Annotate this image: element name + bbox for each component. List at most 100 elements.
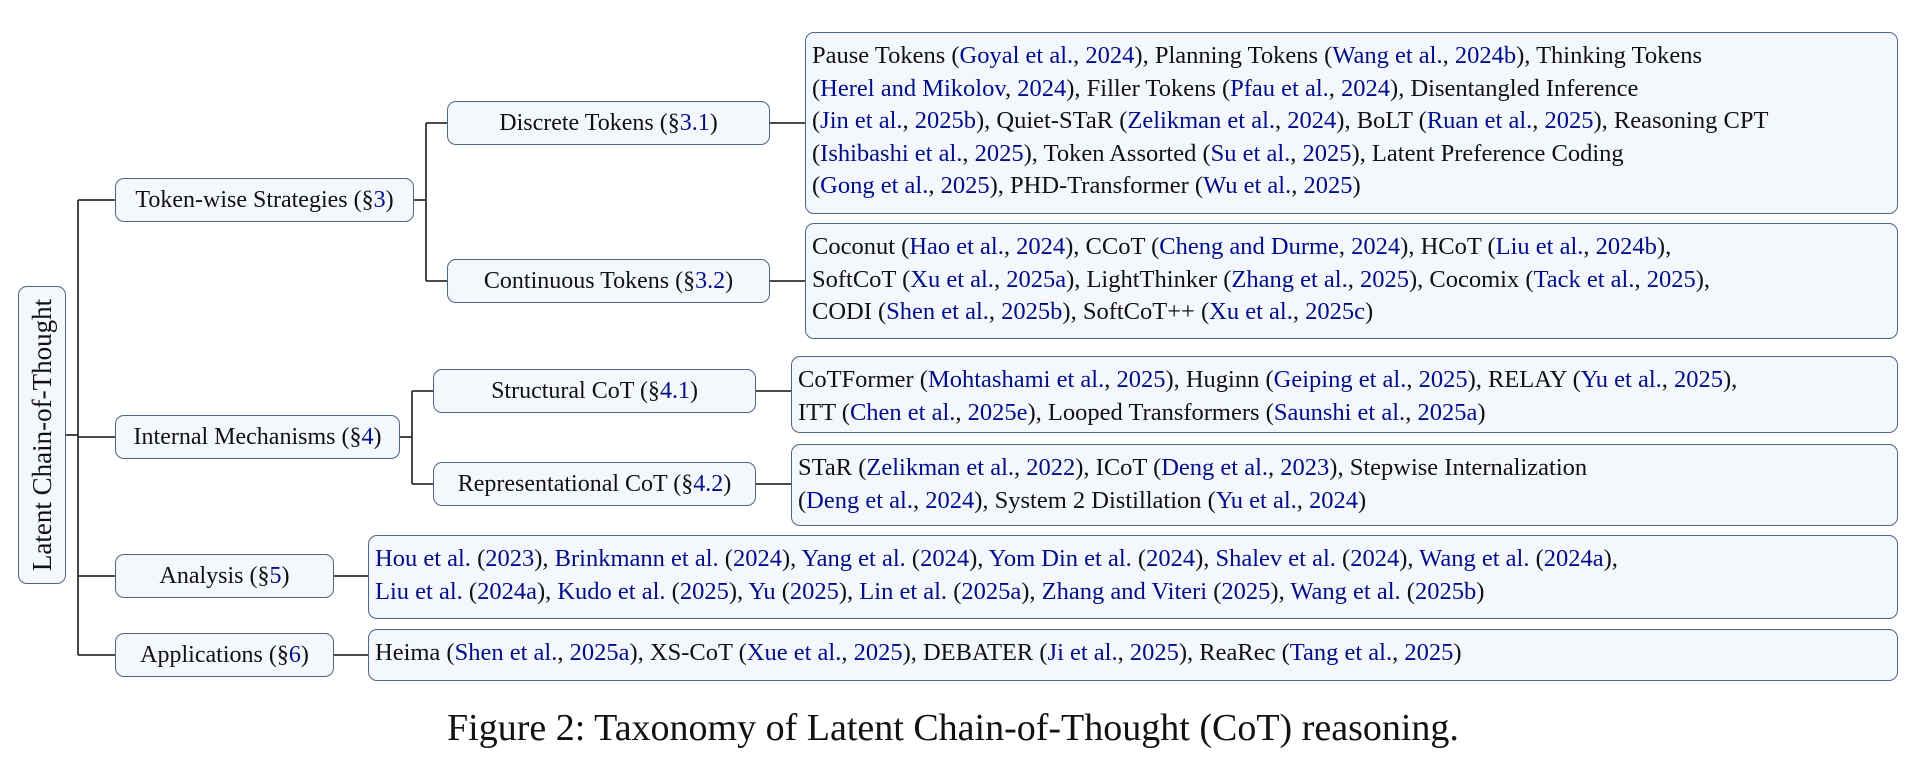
citation-link[interactable]: 2025	[1404, 639, 1454, 666]
citation-link[interactable]: Jin et al.	[820, 107, 903, 135]
citation-link[interactable]: Shen et al.	[886, 298, 989, 326]
citation-link[interactable]: 2025b	[1001, 298, 1063, 326]
citation-link[interactable]: Lin et al.	[859, 577, 948, 605]
citation-link[interactable]: 2023	[485, 545, 535, 572]
leaf-text: (	[905, 545, 921, 572]
citation-link[interactable]: Shen et al.	[454, 639, 558, 666]
citation-link[interactable]: Wang et al.	[1419, 545, 1530, 572]
citation-link[interactable]: 2025	[789, 577, 839, 605]
citation-link[interactable]: Gong et al.	[820, 172, 929, 200]
citation-link[interactable]: Deng et al.	[806, 486, 913, 514]
citation-link[interactable]: 2025	[853, 639, 903, 666]
leaf-text: ,	[1275, 107, 1288, 135]
citation-link[interactable]: 2025	[1359, 265, 1409, 293]
citation-link[interactable]: 2024	[1017, 74, 1067, 102]
citation-link[interactable]: 2022	[1026, 454, 1076, 481]
leaf-text: ), XS-CoT (	[629, 639, 747, 666]
citation-link[interactable]: 2024a	[477, 577, 537, 605]
citation-link[interactable]: Tack et al.	[1533, 265, 1635, 293]
citation-link[interactable]: 2025	[1302, 139, 1352, 167]
citation-link[interactable]: Geiping et al.	[1273, 366, 1407, 393]
citation-link[interactable]: 2025	[1303, 172, 1353, 200]
citation-link[interactable]: 2024b	[1595, 233, 1657, 260]
citation-link[interactable]: 2024	[1085, 42, 1135, 69]
citation-link[interactable]: Wang et al.	[1290, 577, 1401, 605]
citation-link[interactable]: 2024	[732, 545, 782, 572]
citation-link[interactable]: 2025	[679, 577, 729, 605]
citation-link[interactable]: Saunshi et al.	[1273, 398, 1406, 426]
citation-link[interactable]: Tang et al.	[1289, 639, 1393, 666]
citation-link[interactable]: Goyal et al.	[959, 42, 1074, 69]
citation-link[interactable]: 2024	[1351, 233, 1401, 260]
citation-link[interactable]: Ruan et al.	[1426, 107, 1533, 135]
citation-link[interactable]: Herel and Mikolov	[820, 74, 1006, 102]
leaf-text: ),	[1723, 366, 1738, 393]
citation-link[interactable]: 2024	[925, 486, 975, 514]
citation-link[interactable]: 2025	[1674, 366, 1723, 393]
citation-link[interactable]: 2025	[940, 172, 990, 200]
leaf-discrete-tokens: Pause Tokens (Goyal et al., 2024), Plann…	[805, 32, 1898, 214]
citation-link[interactable]: 2025c	[1305, 298, 1365, 326]
citation-link[interactable]: 2025a	[1417, 398, 1478, 426]
citation-link[interactable]: Xu et al.	[910, 265, 994, 293]
citation-link[interactable]: 2024	[1146, 545, 1196, 572]
citation-link[interactable]: 2025b	[1414, 577, 1477, 605]
citation-link[interactable]: Chen et al.	[849, 398, 956, 426]
citation-link[interactable]: Liu et al.	[1495, 233, 1584, 260]
citation-link[interactable]: Yu	[748, 577, 776, 605]
citation-link[interactable]: Yang et al.	[801, 545, 906, 572]
leaf-text: (	[1335, 545, 1351, 572]
citation-link[interactable]: 2023	[1280, 454, 1330, 481]
citation-link[interactable]: 2025e	[967, 398, 1028, 426]
citation-link[interactable]: 2024b	[1454, 42, 1517, 69]
citation-link[interactable]: Ji et al.	[1047, 639, 1118, 666]
citation-link[interactable]: Kudo et al.	[557, 577, 666, 605]
citation-link[interactable]: 2025	[1646, 265, 1696, 293]
citation-link[interactable]: 2024	[1350, 545, 1400, 572]
leaf-text: ),	[1195, 545, 1216, 572]
citation-link[interactable]: 2024	[1287, 107, 1337, 135]
citation-link[interactable]: Hao et al.	[909, 233, 1004, 260]
citation-link[interactable]: Deng et al.	[1161, 454, 1269, 481]
citation-link[interactable]: Xue et al.	[746, 639, 842, 666]
citation-link[interactable]: Zhang et al.	[1231, 265, 1348, 293]
citation-link[interactable]: Wang et al.	[1332, 42, 1443, 69]
citation-link[interactable]: 2025b	[914, 107, 977, 135]
citation-link[interactable]: 2025a	[1006, 265, 1067, 293]
citation-link[interactable]: 2024	[920, 545, 970, 572]
citation-link[interactable]: Xu et al.	[1209, 298, 1293, 326]
citation-link[interactable]: Yom Din et al.	[988, 545, 1132, 572]
leaf-text: ), Huginn (	[1165, 366, 1274, 393]
citation-link[interactable]: Yu et al.	[1580, 366, 1662, 393]
citation-link[interactable]: 2024	[1341, 74, 1391, 102]
leaf-text: ,	[1406, 366, 1419, 393]
citation-link[interactable]: 2024a	[1543, 545, 1604, 572]
citation-link[interactable]: Ishibashi et al.	[820, 139, 963, 167]
citation-link[interactable]: 2025	[1129, 639, 1179, 666]
citation-link[interactable]: 2025	[1418, 366, 1468, 393]
citation-link[interactable]: Liu et al.	[375, 577, 463, 605]
citation-link[interactable]: Mohtashami et al.	[927, 366, 1105, 393]
citation-link[interactable]: Zhang and Viteri	[1041, 577, 1208, 605]
citation-link[interactable]: 2024	[1016, 233, 1066, 260]
citation-link[interactable]: 2024	[1309, 486, 1359, 514]
citation-link[interactable]: 2025a	[961, 577, 1022, 605]
citation-link[interactable]: Su et al.	[1210, 139, 1291, 167]
citation-link[interactable]: Hou et al.	[375, 545, 471, 572]
leaf-text: (	[812, 107, 821, 135]
citation-link[interactable]: Shalev et al.	[1215, 545, 1336, 572]
citation-link[interactable]: Brinkmann et al.	[554, 545, 719, 572]
citation-link[interactable]: Wu et al.	[1203, 172, 1292, 200]
citation-link[interactable]: 2025	[974, 139, 1024, 167]
leaf-text: ),	[1021, 577, 1042, 605]
citation-link[interactable]: Pfau et al.	[1230, 74, 1329, 102]
citation-link[interactable]: Cheng and Durme	[1159, 233, 1339, 260]
citation-link[interactable]: 2025a	[569, 639, 630, 666]
citation-link[interactable]: Zelikman et al.	[1127, 107, 1276, 135]
citation-link[interactable]: Yu et al.	[1215, 486, 1297, 514]
citation-link[interactable]: 2025	[1544, 107, 1594, 135]
subcategory-continuous-tokens: Continuous Tokens (§ 3.2)	[447, 259, 770, 303]
citation-link[interactable]: 2025	[1116, 366, 1166, 393]
citation-link[interactable]: 2025	[1221, 577, 1271, 605]
citation-link[interactable]: Zelikman et al.	[866, 454, 1015, 481]
